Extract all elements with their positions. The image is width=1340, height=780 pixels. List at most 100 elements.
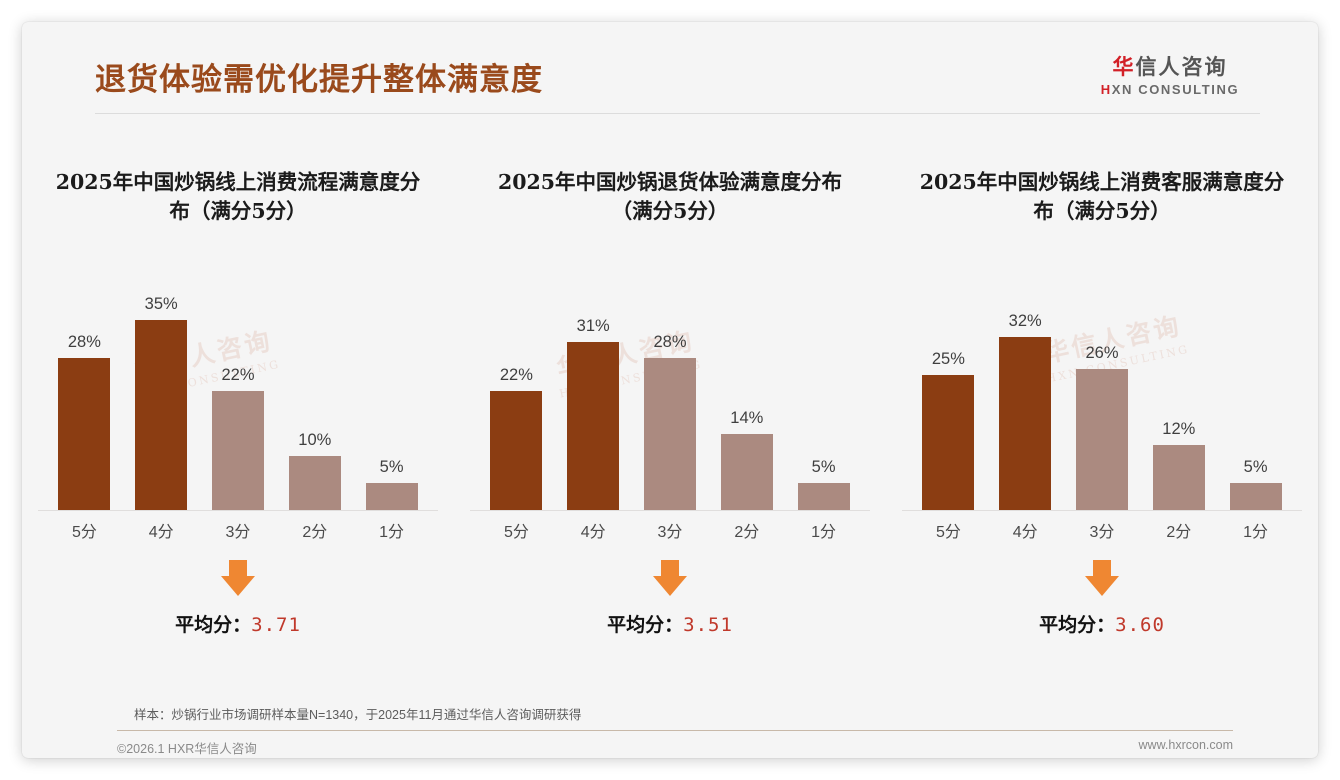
- bar-value-label: 14%: [730, 409, 764, 427]
- bar-column: 22%: [482, 288, 551, 510]
- bar: [567, 342, 620, 510]
- bar-plot: 22% 31% 28% 14%: [470, 288, 870, 511]
- bar: [999, 337, 1052, 510]
- bar-plot: 28% 35% 22% 10%: [38, 288, 438, 511]
- bar-value-label: 22%: [499, 366, 533, 384]
- bar-value-label: 32%: [1008, 312, 1042, 330]
- logo-hua-char: 华: [1112, 54, 1136, 79]
- bar: [1229, 483, 1282, 510]
- footer-divider: [117, 730, 1233, 731]
- slide-header: 退货体验需优化提升整体满意度 华信人咨询 HXN CONSULTING: [22, 22, 1318, 120]
- average-label: 平均分：: [607, 614, 684, 636]
- chart-title: 2025年中国炒锅线上消费客服满意度分布（满分5分）: [919, 170, 1285, 224]
- x-tick-label: 4分: [1012, 524, 1038, 541]
- bar-column: 28%: [635, 288, 704, 510]
- bar-column: 28%: [50, 288, 119, 510]
- website-url: www.hxrcon.com: [1138, 738, 1233, 752]
- chart-title: 2025年中国炒锅线上消费流程满意度分布（满分5分）: [55, 170, 421, 224]
- charts-row: 2025年中国炒锅线上消费流程满意度分布（满分5分） 华信人咨询 HXN CON…: [22, 120, 1318, 680]
- bar-column: 35%: [127, 288, 196, 510]
- x-axis-line: [902, 510, 1302, 511]
- arrow-wrap: [454, 560, 886, 596]
- average-value: 3.71: [251, 614, 301, 636]
- chart-title: 2025年中国炒锅退货体验满意度分布（满分5分）: [497, 170, 843, 224]
- bar-value-label: 31%: [576, 317, 610, 335]
- bar-column: 31%: [559, 288, 628, 510]
- x-tick-label: 4分: [148, 524, 174, 541]
- sample-footnote: 样本：炒锅行业市场调研样本量N=1340，于2025年11月通过华信人咨询调研获…: [134, 708, 582, 722]
- down-arrow-icon: [221, 560, 255, 596]
- chart-panel-process-satisfaction: 2025年中国炒锅线上消费流程满意度分布（满分5分） 华信人咨询 HXN CON…: [22, 120, 454, 680]
- bar: [490, 391, 543, 510]
- logo-h-char: H: [1100, 82, 1112, 98]
- arrow-wrap: [886, 560, 1318, 596]
- page-title: 退货体验需优化提升整体满意度: [95, 62, 543, 98]
- bar-column: 22%: [203, 288, 272, 510]
- bar: [797, 483, 850, 510]
- bar-value-label: 28%: [653, 333, 687, 351]
- x-tick-label: 2分: [734, 524, 760, 541]
- arrow-wrap: [22, 560, 454, 596]
- down-arrow-icon: [1085, 560, 1119, 596]
- header-divider: [95, 113, 1260, 114]
- bar: [643, 358, 696, 510]
- down-arrow-icon: [653, 560, 687, 596]
- logo-chinese-rest: 信人咨询: [1135, 54, 1228, 79]
- x-tick-label: 1分: [379, 524, 405, 541]
- x-tick-label: 1分: [1243, 524, 1269, 541]
- x-tick-label: 1分: [811, 524, 837, 541]
- logo-english-text: HXN CONSULTING: [1080, 82, 1260, 97]
- x-tick-label: 2分: [302, 524, 328, 541]
- bar-column: 5%: [1221, 288, 1290, 510]
- x-tick-label: 5分: [71, 524, 97, 541]
- bar-value-label: 10%: [298, 431, 332, 449]
- bar-column: 14%: [712, 288, 781, 510]
- bar-column: 32%: [991, 288, 1060, 510]
- x-axis-line: [38, 510, 438, 511]
- bar-value-label: 26%: [1085, 344, 1119, 362]
- x-tick-label: 5分: [503, 524, 529, 541]
- chart-panel-return-experience: 2025年中国炒锅退货体验满意度分布（满分5分） 华信人咨询 HXN CONSU…: [454, 120, 886, 680]
- logo-chinese-text: 华信人咨询: [1080, 54, 1260, 79]
- slide-canvas: 退货体验需优化提升整体满意度 华信人咨询 HXN CONSULTING 2025…: [22, 22, 1318, 758]
- average-label: 平均分：: [175, 614, 252, 636]
- bar-column: 25%: [914, 288, 983, 510]
- x-axis-line: [470, 510, 870, 511]
- bar-column: 12%: [1144, 288, 1213, 510]
- bar-value-label: 22%: [221, 366, 255, 384]
- bar-value-label: 12%: [1162, 420, 1196, 438]
- bar-value-label: 35%: [144, 295, 178, 313]
- bar-value-label: 25%: [931, 350, 965, 368]
- average-score: 平均分：3.60: [886, 610, 1318, 637]
- x-tick-label: 3分: [225, 524, 251, 541]
- logo-english-rest: XN CONSULTING: [1111, 82, 1240, 98]
- bar: [288, 456, 341, 510]
- average-label: 平均分：: [1039, 614, 1116, 636]
- bar-group: 25% 32% 26% 12%: [910, 288, 1294, 510]
- bar: [1075, 369, 1128, 510]
- company-logo: 华信人咨询 HXN CONSULTING: [1080, 54, 1260, 97]
- bar-value-label: 28%: [67, 333, 101, 351]
- bar: [365, 483, 418, 510]
- average-score: 平均分：3.51: [454, 610, 886, 637]
- x-tick-label: 4分: [580, 524, 606, 541]
- chart-panel-customer-service: 2025年中国炒锅线上消费客服满意度分布（满分5分） 华信人咨询 HXN CON…: [886, 120, 1318, 680]
- average-value: 3.60: [1115, 614, 1165, 636]
- bar-column: 10%: [280, 288, 349, 510]
- average-score: 平均分：3.71: [22, 610, 454, 637]
- bar: [135, 320, 188, 510]
- bar-plot: 25% 32% 26% 12%: [902, 288, 1302, 511]
- x-axis-labels: 5分 4分 3分 2分 1分: [910, 518, 1294, 542]
- x-tick-label: 3分: [1089, 524, 1115, 541]
- bar-column: 5%: [789, 288, 858, 510]
- bar-column: 26%: [1067, 288, 1136, 510]
- x-tick-label: 5分: [935, 524, 961, 541]
- bar: [720, 434, 773, 510]
- bar-group: 28% 35% 22% 10%: [46, 288, 430, 510]
- bar-value-label: 5%: [379, 458, 404, 476]
- bar-value-label: 5%: [1243, 458, 1268, 476]
- copyright-text: ©2026.1 HXR华信人咨询: [117, 742, 257, 756]
- bar-value-label: 5%: [811, 458, 836, 476]
- bar-column: 5%: [357, 288, 426, 510]
- bar: [922, 375, 975, 510]
